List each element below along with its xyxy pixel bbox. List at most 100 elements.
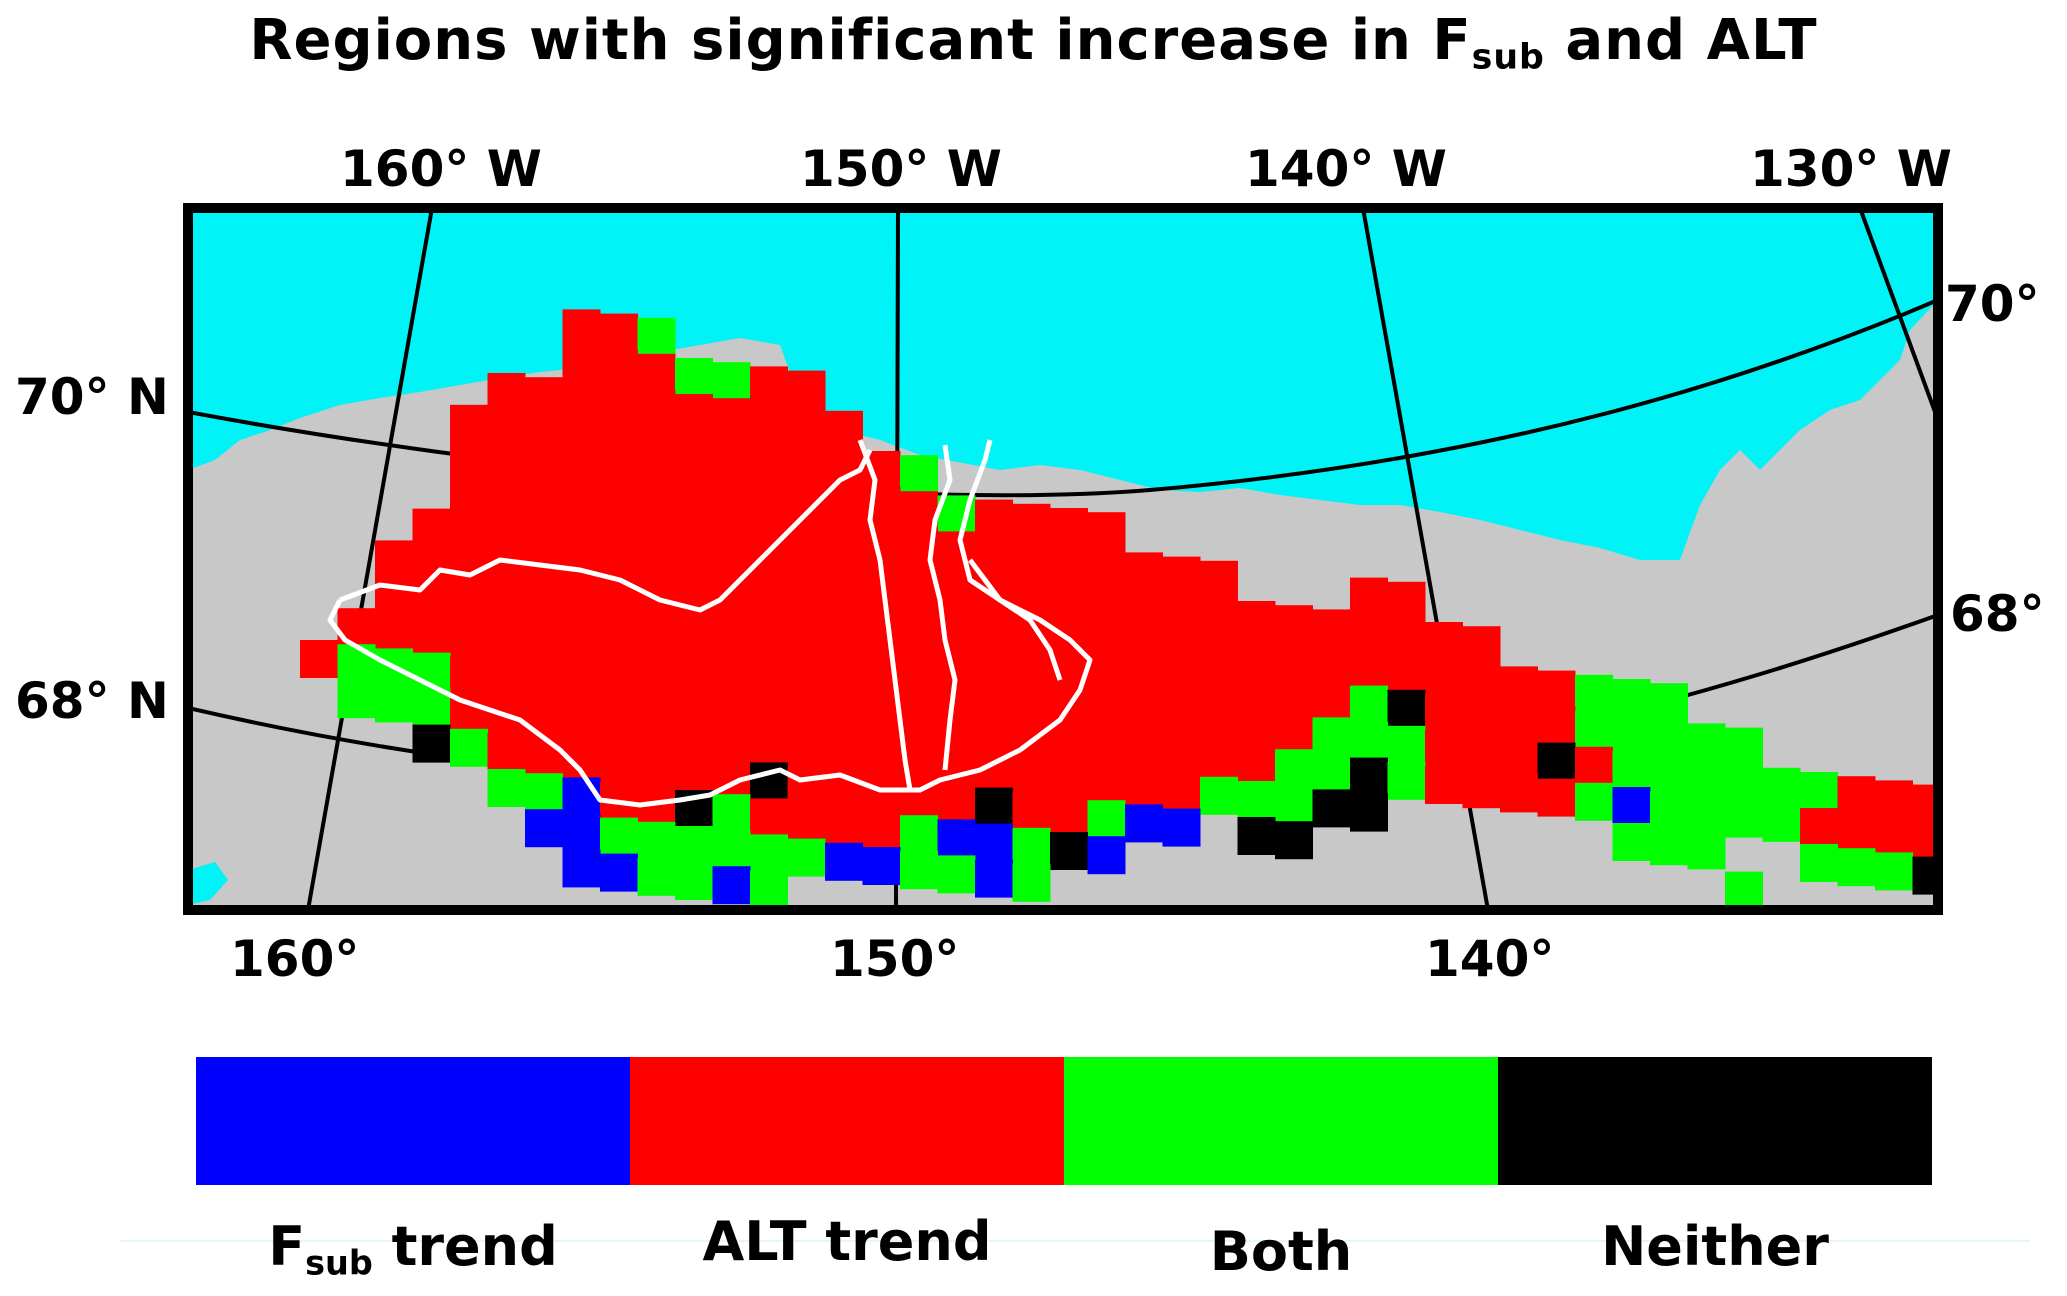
trend-cell (562, 813, 601, 852)
lon-label-top-140w: 140° W (1245, 140, 1447, 198)
trend-cell (1687, 795, 1726, 834)
trend-cell (2063, 801, 2067, 839)
trend-cell (675, 682, 713, 720)
trend-cell (1012, 755, 1051, 794)
trend-cell (675, 466, 713, 504)
trend-cell (2063, 729, 2067, 767)
trend-cell (1012, 647, 1051, 686)
trend-cell (712, 830, 751, 869)
trend-cell (1125, 768, 1163, 807)
trend-cell (862, 811, 901, 849)
trend-cell (1575, 782, 1613, 821)
trend-cell (787, 694, 826, 733)
trend-cell (525, 485, 563, 524)
trend-cell (1350, 757, 1388, 796)
trend-cell (1012, 791, 1051, 830)
trend-cell (1125, 732, 1163, 771)
trend-cell (1237, 745, 1276, 783)
trend-cell (412, 724, 451, 763)
trend-cell (1237, 637, 1276, 675)
trend-cell (412, 508, 451, 547)
trend-cell (1725, 871, 1763, 910)
trend-cell (1350, 793, 1388, 832)
trend-cell (750, 798, 788, 837)
trend-cell (1462, 626, 1501, 665)
trend-cell (787, 766, 826, 805)
trend-cell (1462, 770, 1501, 809)
trend-cell (900, 455, 938, 494)
trend-cell (600, 601, 638, 640)
trend-cell (712, 794, 751, 833)
lon-label-bottom-160: 160° (230, 930, 360, 988)
trend-cell (1312, 753, 1351, 792)
trend-cell (1612, 715, 1651, 753)
trend-cell (1275, 641, 1313, 680)
trend-cell (675, 646, 713, 684)
trend-cell (1312, 609, 1351, 648)
trend-cell (562, 381, 601, 420)
trend-cell (787, 622, 826, 661)
trend-cell (412, 580, 451, 619)
trend-cell (1087, 512, 1126, 551)
trend-cell (450, 440, 488, 479)
trend-cell (2025, 797, 2063, 835)
trend-cell (1725, 727, 1763, 766)
graticule-lon-130 (1858, 208, 1938, 421)
trend-cell (862, 739, 901, 777)
trend-cell (1275, 749, 1313, 788)
trend-cell (1950, 861, 1988, 899)
trend-cell (1988, 865, 2026, 903)
trend-cell (1350, 721, 1388, 760)
trend-cell (900, 671, 938, 710)
trend-cell (1762, 803, 1801, 842)
trend-cell (1612, 823, 1651, 861)
trend-cell (637, 641, 676, 680)
trend-cell (375, 576, 413, 615)
trend-cell (900, 491, 938, 530)
trend-cell (1988, 901, 2026, 939)
trend-cell (1162, 628, 1201, 667)
trend-cell (825, 842, 863, 881)
trend-cell (1650, 719, 1688, 758)
trend-cell (675, 862, 713, 900)
trend-cell (750, 438, 788, 477)
trend-cell (675, 754, 713, 792)
trend-cell (975, 499, 1013, 538)
trend-cell (787, 802, 826, 841)
trend-cell (1275, 677, 1313, 716)
trend-cell (675, 826, 713, 864)
trend-cell (937, 711, 976, 750)
trend-cell (1237, 781, 1276, 819)
trend-cell (1387, 617, 1426, 656)
trend-cell (1387, 761, 1426, 800)
trend-cell (1125, 804, 1163, 843)
trend-cell (1087, 836, 1126, 875)
trend-cell (1462, 734, 1501, 773)
trend-cell (637, 677, 676, 716)
trend-cell (487, 481, 526, 519)
trend-cell (1837, 848, 1876, 887)
trend-cell (1800, 844, 1838, 882)
trend-cell (2025, 833, 2063, 871)
trend-cell (787, 370, 826, 409)
trend-cell (937, 819, 976, 858)
legend-swatch-fsub-trend (196, 1057, 630, 1185)
trend-cell (637, 353, 676, 392)
trend-cell (1050, 832, 1088, 870)
trend-cell (562, 417, 601, 456)
trend-cell (975, 823, 1013, 862)
trend-cell (1537, 778, 1576, 817)
trend-cell (1087, 764, 1126, 803)
trend-cell (562, 669, 601, 708)
trend-cell (1425, 730, 1463, 768)
trend-cell (712, 398, 751, 437)
trend-cell (2063, 909, 2067, 947)
trend-cell (412, 616, 451, 655)
trend-cell (637, 749, 676, 788)
trend-cell (750, 402, 788, 441)
trend-cell (675, 502, 713, 540)
lat-label-left-68n: 68° N (15, 672, 169, 730)
trend-cell (1087, 548, 1126, 587)
trend-cell (525, 737, 563, 776)
trend-cell (1312, 681, 1351, 720)
